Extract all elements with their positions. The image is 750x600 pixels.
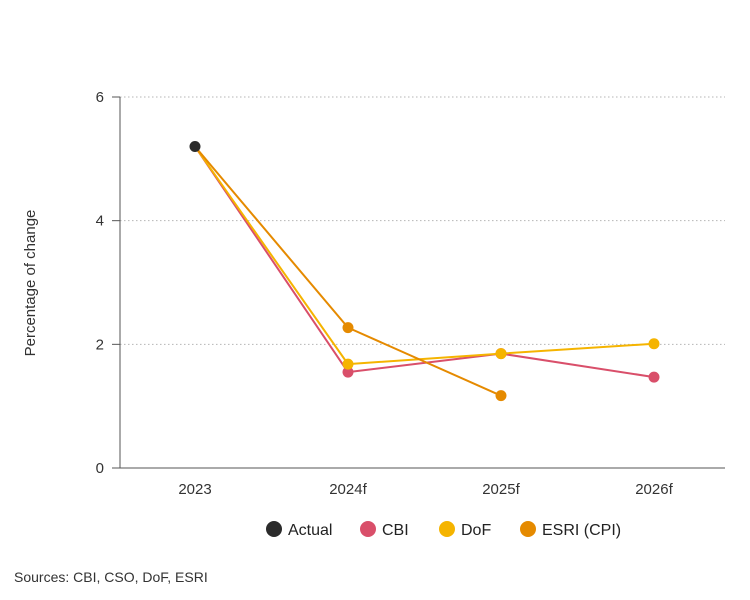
source-note: Sources: CBI, CSO, DoF, ESRI xyxy=(14,569,208,585)
legend-swatch xyxy=(520,521,536,537)
data-point-dof xyxy=(648,338,660,350)
legend-label: CBI xyxy=(382,522,409,539)
y-axis-label: Percentage of change xyxy=(22,210,39,357)
data-point-dof xyxy=(495,348,507,360)
gridlines xyxy=(120,96,725,345)
x-tick-label: 2025f xyxy=(482,481,520,498)
y-tick-label: 6 xyxy=(96,89,104,106)
data-point-esri-cpi xyxy=(342,322,354,334)
x-tick-label: 2024f xyxy=(329,481,367,498)
legend-swatch xyxy=(439,521,455,537)
series-line-dof xyxy=(194,145,655,366)
data-point-esri-cpi xyxy=(495,390,507,402)
axes: 0 2 4 6 2023 2024f 2025f 2026f xyxy=(96,89,725,498)
x-tick-label: 2026f xyxy=(635,481,673,498)
legend-swatch xyxy=(360,521,376,537)
legend-swatch xyxy=(266,521,282,537)
legend-label: ESRI (CPI) xyxy=(542,522,621,539)
legend-label: DoF xyxy=(461,522,491,539)
data-point-dof xyxy=(342,358,354,370)
series-group xyxy=(189,140,660,402)
y-tick-label: 2 xyxy=(96,336,104,353)
line-chart: 0 2 4 6 2023 2024f 2025f 2026f Percentage of ch… xyxy=(22,89,725,539)
series-line-cbi xyxy=(194,145,655,379)
legend: Actual CBI DoF ESRI (CPI) xyxy=(266,521,621,539)
y-tick-label: 4 xyxy=(96,213,104,230)
data-point-cbi xyxy=(342,366,354,378)
data-point-actual xyxy=(189,140,201,152)
x-tick-label: 2023 xyxy=(178,481,211,498)
y-tick-label: 0 xyxy=(96,460,104,477)
data-point-cbi xyxy=(648,371,660,383)
legend-label: Actual xyxy=(288,522,332,539)
